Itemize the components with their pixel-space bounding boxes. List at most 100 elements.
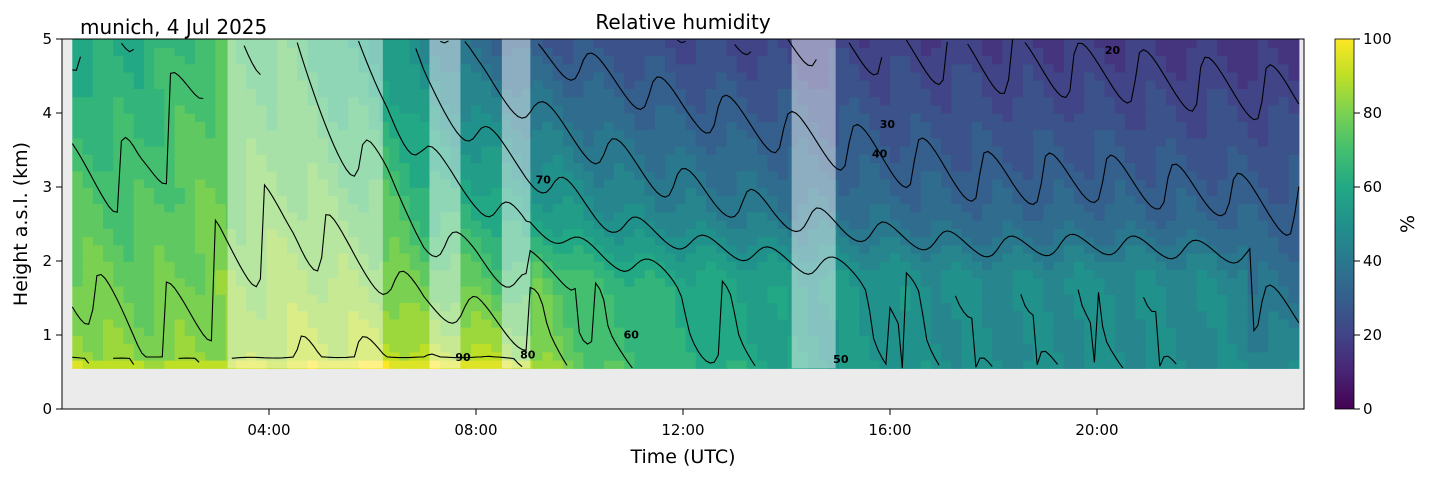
heatmap-cell xyxy=(450,360,462,369)
heatmap-cell xyxy=(1094,104,1106,114)
heatmap-cell xyxy=(828,170,840,180)
heatmap-cell xyxy=(982,129,993,139)
heatmap-cell xyxy=(1155,228,1167,238)
heatmap-cell xyxy=(849,129,860,139)
heatmap-cell xyxy=(665,253,676,262)
heatmap-cell xyxy=(1145,39,1157,48)
heatmap-cell xyxy=(481,121,492,131)
heatmap-cell xyxy=(961,179,973,188)
heatmap-cell xyxy=(634,286,646,295)
heatmap-cell xyxy=(992,318,1003,328)
heatmap-cell xyxy=(368,211,380,221)
heatmap-cell xyxy=(890,55,901,65)
heatmap-cell xyxy=(1257,129,1269,139)
heatmap-cell xyxy=(1022,88,1034,98)
heatmap-cell xyxy=(777,318,789,328)
heatmap-cell xyxy=(757,113,768,122)
heatmap-cell xyxy=(869,88,881,98)
heatmap-cell xyxy=(777,137,789,147)
heatmap-cell xyxy=(174,318,186,328)
heatmap-cell xyxy=(389,154,400,164)
heatmap-cell xyxy=(246,179,257,188)
heatmap-cell xyxy=(593,269,605,279)
heatmap-cell xyxy=(338,335,349,345)
heatmap-cell xyxy=(654,129,666,139)
heatmap-cell xyxy=(1114,228,1126,238)
heatmap-cell xyxy=(501,360,513,369)
heatmap-cell xyxy=(562,195,574,205)
heatmap-cell xyxy=(685,129,697,139)
heatmap-cell xyxy=(1084,327,1095,336)
heatmap-cell xyxy=(72,146,84,155)
heatmap-cell xyxy=(225,179,237,188)
heatmap-cell xyxy=(930,228,942,238)
heatmap-cell xyxy=(1227,129,1239,139)
heatmap-cell xyxy=(726,121,738,131)
heatmap-cell xyxy=(787,327,799,336)
heatmap-cell xyxy=(1227,294,1239,303)
heatmap-cell xyxy=(900,335,911,345)
heatmap-cell xyxy=(92,335,104,345)
heatmap-cell xyxy=(941,129,952,139)
heatmap-cell xyxy=(614,39,625,48)
heatmap-cell xyxy=(583,179,595,188)
heatmap-cell xyxy=(379,187,390,196)
heatmap-cell xyxy=(133,55,145,65)
heatmap-cell xyxy=(757,253,768,262)
heatmap-cell xyxy=(266,294,278,303)
heatmap-cell xyxy=(542,170,554,180)
heatmap-cell xyxy=(399,335,411,345)
heatmap-cell xyxy=(849,146,860,155)
heatmap-cell xyxy=(1237,137,1249,147)
heatmap-cell xyxy=(409,351,421,361)
heatmap-cell xyxy=(246,253,257,262)
heatmap-cell xyxy=(746,351,758,361)
heatmap-cell xyxy=(1022,63,1034,73)
heatmap-cell xyxy=(634,302,646,312)
heatmap-cell xyxy=(808,360,819,369)
heatmap-cell xyxy=(982,343,993,353)
heatmap-cell xyxy=(327,211,339,221)
heatmap-cell xyxy=(583,327,595,336)
heatmap-cell xyxy=(164,269,176,279)
heatmap-cell xyxy=(951,228,963,238)
heatmap-cell xyxy=(798,162,809,172)
heatmap-cell xyxy=(1043,146,1055,155)
heatmap-cell xyxy=(205,277,216,287)
heatmap-cell xyxy=(471,286,482,295)
heatmap-cell xyxy=(1288,261,1300,271)
heatmap-cell xyxy=(828,253,840,262)
heatmap-cell xyxy=(706,261,717,271)
heatmap-cell xyxy=(440,129,452,139)
heatmap-cell xyxy=(961,162,973,172)
heatmap-cell xyxy=(1033,253,1044,262)
heatmap-cell xyxy=(287,146,298,155)
heatmap-cell xyxy=(1247,253,1259,262)
heatmap-cell xyxy=(542,236,554,246)
heatmap-cell xyxy=(1206,179,1218,188)
heatmap-cell xyxy=(838,211,850,221)
heatmap-cell xyxy=(982,228,993,238)
heatmap-cell xyxy=(808,63,819,73)
heatmap-cell xyxy=(1125,261,1136,271)
heatmap-cell xyxy=(706,203,717,213)
heatmap-cell xyxy=(982,55,993,65)
heatmap-cell xyxy=(992,104,1003,114)
heatmap-cell xyxy=(726,360,738,369)
heatmap-cell xyxy=(1114,162,1126,172)
heatmap-cell xyxy=(123,71,135,81)
heatmap-cell xyxy=(430,88,441,98)
heatmap-cell xyxy=(798,55,809,65)
heatmap-cell xyxy=(460,277,472,287)
heatmap-cell xyxy=(184,179,196,188)
heatmap-cell xyxy=(706,55,717,65)
heatmap-cell xyxy=(1196,310,1208,320)
heatmap-cell xyxy=(1206,195,1218,205)
heatmap-cell xyxy=(1084,80,1095,89)
heatmap-cell xyxy=(143,294,155,303)
heatmap-cell xyxy=(205,286,216,295)
heatmap-cell xyxy=(399,269,411,279)
heatmap-cell xyxy=(736,179,748,188)
heatmap-cell xyxy=(1125,179,1136,188)
heatmap-cell xyxy=(225,211,237,221)
